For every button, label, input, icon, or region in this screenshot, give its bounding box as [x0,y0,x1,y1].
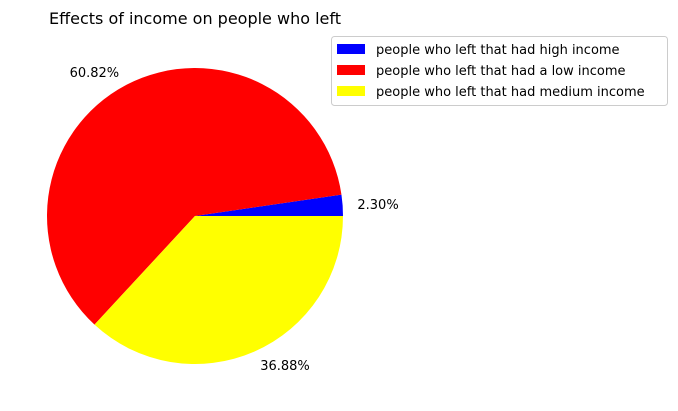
legend-frame [331,36,668,106]
pie-percent-labels: 2.30% 60.82% 36.88% [70,66,399,374]
legend-swatch-2 [337,86,365,96]
legend-swatch-1 [337,65,365,75]
pie-percent-label-1: 60.82% [70,66,120,81]
legend-label-2: people who left that had medium income [376,85,645,100]
legend-label-0: people who left that had high income [376,43,620,58]
pie-percent-label-0: 2.30% [357,198,398,213]
pie-slice-0 [195,194,343,216]
legend-label-1: people who left that had a low income [376,64,626,79]
pie-percent-label-2: 36.88% [260,359,310,374]
legend: people who left that had high income peop… [331,36,668,106]
pie-slices [47,68,343,365]
pie-slice-1 [47,68,342,325]
chart-title: Effects of income on people who left [49,9,341,28]
legend-swatch-0 [337,44,365,54]
pie-slice-2 [94,216,343,365]
